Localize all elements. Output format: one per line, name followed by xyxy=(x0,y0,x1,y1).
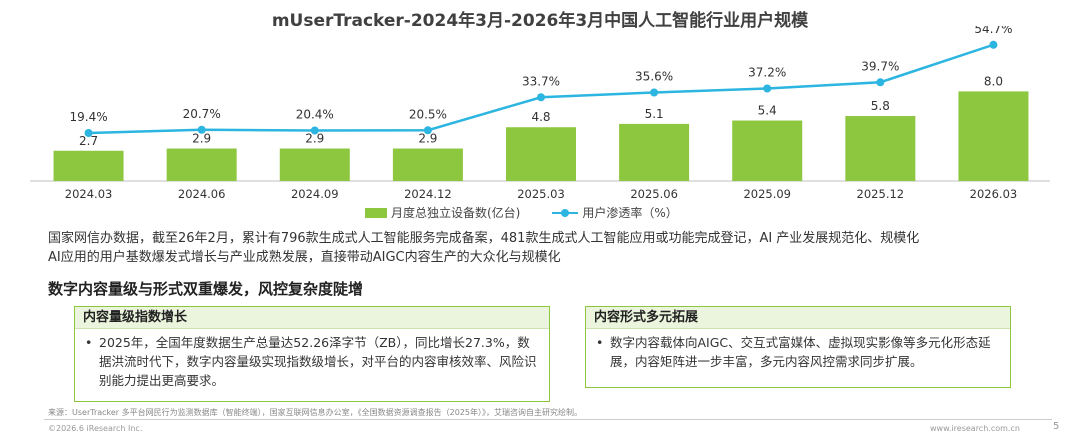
line-point xyxy=(876,78,885,87)
line-point xyxy=(763,84,772,93)
bar-value-label: 5.1 xyxy=(645,107,664,121)
line-point xyxy=(197,125,206,134)
description-line-2: AI应用的用户基数爆发式增长与产业成熟发展，直接带动AIGC内容生产的大众化与规… xyxy=(48,250,561,265)
legend-line-swatch xyxy=(552,208,579,218)
chart-title: mUserTracker-2024年3月-2026年3月中国人工智能行业用户规模 xyxy=(271,11,809,31)
x-tick-label: 2026.03 xyxy=(970,187,1018,201)
bar xyxy=(166,148,237,181)
bar xyxy=(958,91,1029,181)
x-tick-label: 2024.09 xyxy=(291,187,339,201)
bullet-icon: • xyxy=(85,335,93,350)
footer-divider xyxy=(44,419,1052,420)
x-tick-label: 2025.03 xyxy=(517,187,565,201)
bar-value-label: 2.9 xyxy=(305,132,324,146)
line-value-label: 20.7% xyxy=(183,107,221,121)
x-tick-label: 2025.12 xyxy=(857,187,905,201)
legend-bar-swatch xyxy=(365,207,387,218)
bar xyxy=(506,127,576,181)
bar xyxy=(732,120,803,181)
bar-value-label: 2.7 xyxy=(79,134,98,148)
bar-value-label: 5.4 xyxy=(758,104,777,118)
bar xyxy=(279,148,350,181)
bar xyxy=(845,116,916,181)
line-value-label: 54.7% xyxy=(974,26,1012,36)
line-point xyxy=(537,93,545,102)
chart-plot: 2.7 2024.03 2.9 2024.06 2.9 2024.09 2.9 2024.12… xyxy=(30,26,1050,201)
content-volume-box-text: 2025年，全国年度数据生产总量达52.26泽字节（ZB），同比增长27.3%，… xyxy=(99,335,537,388)
x-tick-label: 2024.03 xyxy=(65,187,113,201)
content-form-box-text: 数字内容载体向AIGC、交互式富媒体、虚拟现实影像等多元化形态延展，内容矩阵进一… xyxy=(610,335,991,369)
line-value-label: 20.4% xyxy=(296,108,334,122)
section-title: 数字内容量级与形式双重爆发，风控复杂度陡增 xyxy=(48,280,364,298)
content-form-box-title: 内容形式多元拓展 xyxy=(586,307,1010,329)
x-tick-label: 2025.06 xyxy=(630,187,678,201)
description: 国家网信办数据，截至26年2月，累计有796款生成式人工智能服务完成备案，481… xyxy=(48,229,1038,267)
line-point xyxy=(84,129,93,137)
legend-bar-label: 月度总独立设备数(亿台) xyxy=(391,206,521,220)
content-volume-box: 内容量级指数增长 • 2025年，全国年度数据生产总量达52.26泽字节（ZB）… xyxy=(74,306,550,402)
bar-value-label: 8.0 xyxy=(984,74,1003,88)
x-tick-label: 2024.06 xyxy=(178,187,226,201)
bar-value-label: 2.9 xyxy=(192,132,211,146)
description-line-1: 国家网信办数据，截至26年2月，累计有796款生成式人工智能服务完成备案，481… xyxy=(48,231,920,246)
line-value-label: 19.4% xyxy=(69,110,107,124)
bar-value-label: 5.8 xyxy=(871,99,890,113)
source-note: 来源：UserTracker 多平台网民行为监测数据库（智能终端），国家互联网信… xyxy=(48,408,582,417)
line-point xyxy=(310,126,319,135)
chart-legend: 月度总独立设备数(亿台) 用户渗透率（%） xyxy=(365,204,678,221)
content-form-box: 内容形式多元拓展 • 数字内容载体向AIGC、交互式富媒体、虚拟现实影像等多元化… xyxy=(585,306,1011,388)
content-volume-box-title: 内容量级指数增长 xyxy=(75,307,549,329)
website-link[interactable]: www.iresearch.com.cn xyxy=(930,424,1020,433)
legend-line-label: 用户渗透率（%） xyxy=(582,206,678,220)
line-value-label: 20.5% xyxy=(409,107,447,121)
x-tick-label: 2024.12 xyxy=(404,187,452,201)
bar xyxy=(392,148,463,181)
bar-value-label: 4.8 xyxy=(531,110,550,124)
line-value-label: 39.7% xyxy=(861,59,899,73)
bullet-icon: • xyxy=(596,335,604,350)
page-number: 5 xyxy=(1053,421,1060,432)
line-point xyxy=(650,88,659,97)
line-value-label: 33.7% xyxy=(522,74,560,88)
copyright: ©2026.6 iResearch Inc. xyxy=(48,424,143,433)
line-point xyxy=(989,40,998,49)
bar xyxy=(619,123,690,181)
bar-value-label: 2.9 xyxy=(418,132,437,146)
line-value-label: 35.6% xyxy=(635,70,673,84)
line-value-label: 37.2% xyxy=(748,66,786,80)
line-point xyxy=(423,126,432,135)
x-tick-label: 2025.09 xyxy=(743,187,791,201)
bar xyxy=(53,150,124,181)
